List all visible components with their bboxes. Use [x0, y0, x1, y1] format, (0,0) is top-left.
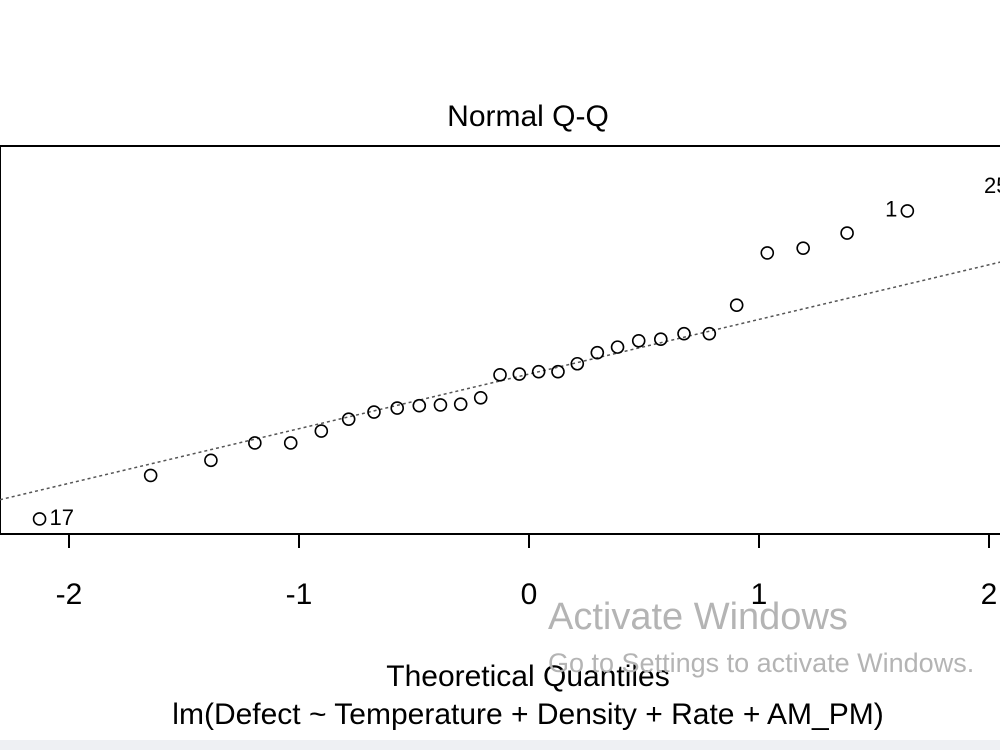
reference-line [0, 261, 1000, 501]
x-tick-label: -1 [286, 578, 313, 611]
point [702, 326, 717, 341]
point-label: 17 [50, 505, 74, 530]
point [570, 356, 585, 371]
point [367, 405, 381, 419]
point [840, 226, 854, 240]
point [473, 391, 488, 405]
point [412, 398, 427, 413]
x-tick-label: 1 [751, 578, 768, 611]
x-axis-label: Theoretical Quantiles [386, 660, 669, 693]
x-tick-label: -2 [56, 578, 83, 611]
watermark-title: Activate Windows [548, 596, 848, 638]
point [341, 412, 356, 426]
point [610, 340, 625, 354]
point [729, 298, 744, 312]
watermark-subtitle: Go to Settings to activate Windows. [548, 648, 974, 678]
point-label: 25 [984, 173, 1000, 198]
point [590, 345, 605, 360]
x-tick-label: 0 [521, 578, 538, 611]
chart-title: Normal Q-Q [447, 100, 609, 133]
point [390, 401, 405, 415]
point [796, 241, 810, 255]
point [677, 326, 691, 341]
status-strip [0, 740, 1000, 750]
point [204, 453, 218, 468]
point [314, 424, 329, 438]
point [760, 246, 775, 260]
x-tick-label: 2 [981, 578, 998, 611]
point [631, 333, 646, 348]
point [143, 468, 158, 483]
point [248, 436, 262, 450]
point [512, 367, 527, 381]
point-label: 1 [885, 197, 897, 222]
plot-frame [0, 145, 1000, 535]
point [551, 364, 565, 379]
point [433, 398, 448, 412]
point [283, 436, 298, 450]
point [32, 512, 47, 526]
point [653, 332, 668, 347]
chart-subtitle: lm(Defect ~ Temperature + Density + Rate… [172, 698, 883, 731]
point [493, 368, 507, 382]
point [531, 364, 546, 379]
point [900, 204, 915, 218]
point [453, 397, 468, 411]
